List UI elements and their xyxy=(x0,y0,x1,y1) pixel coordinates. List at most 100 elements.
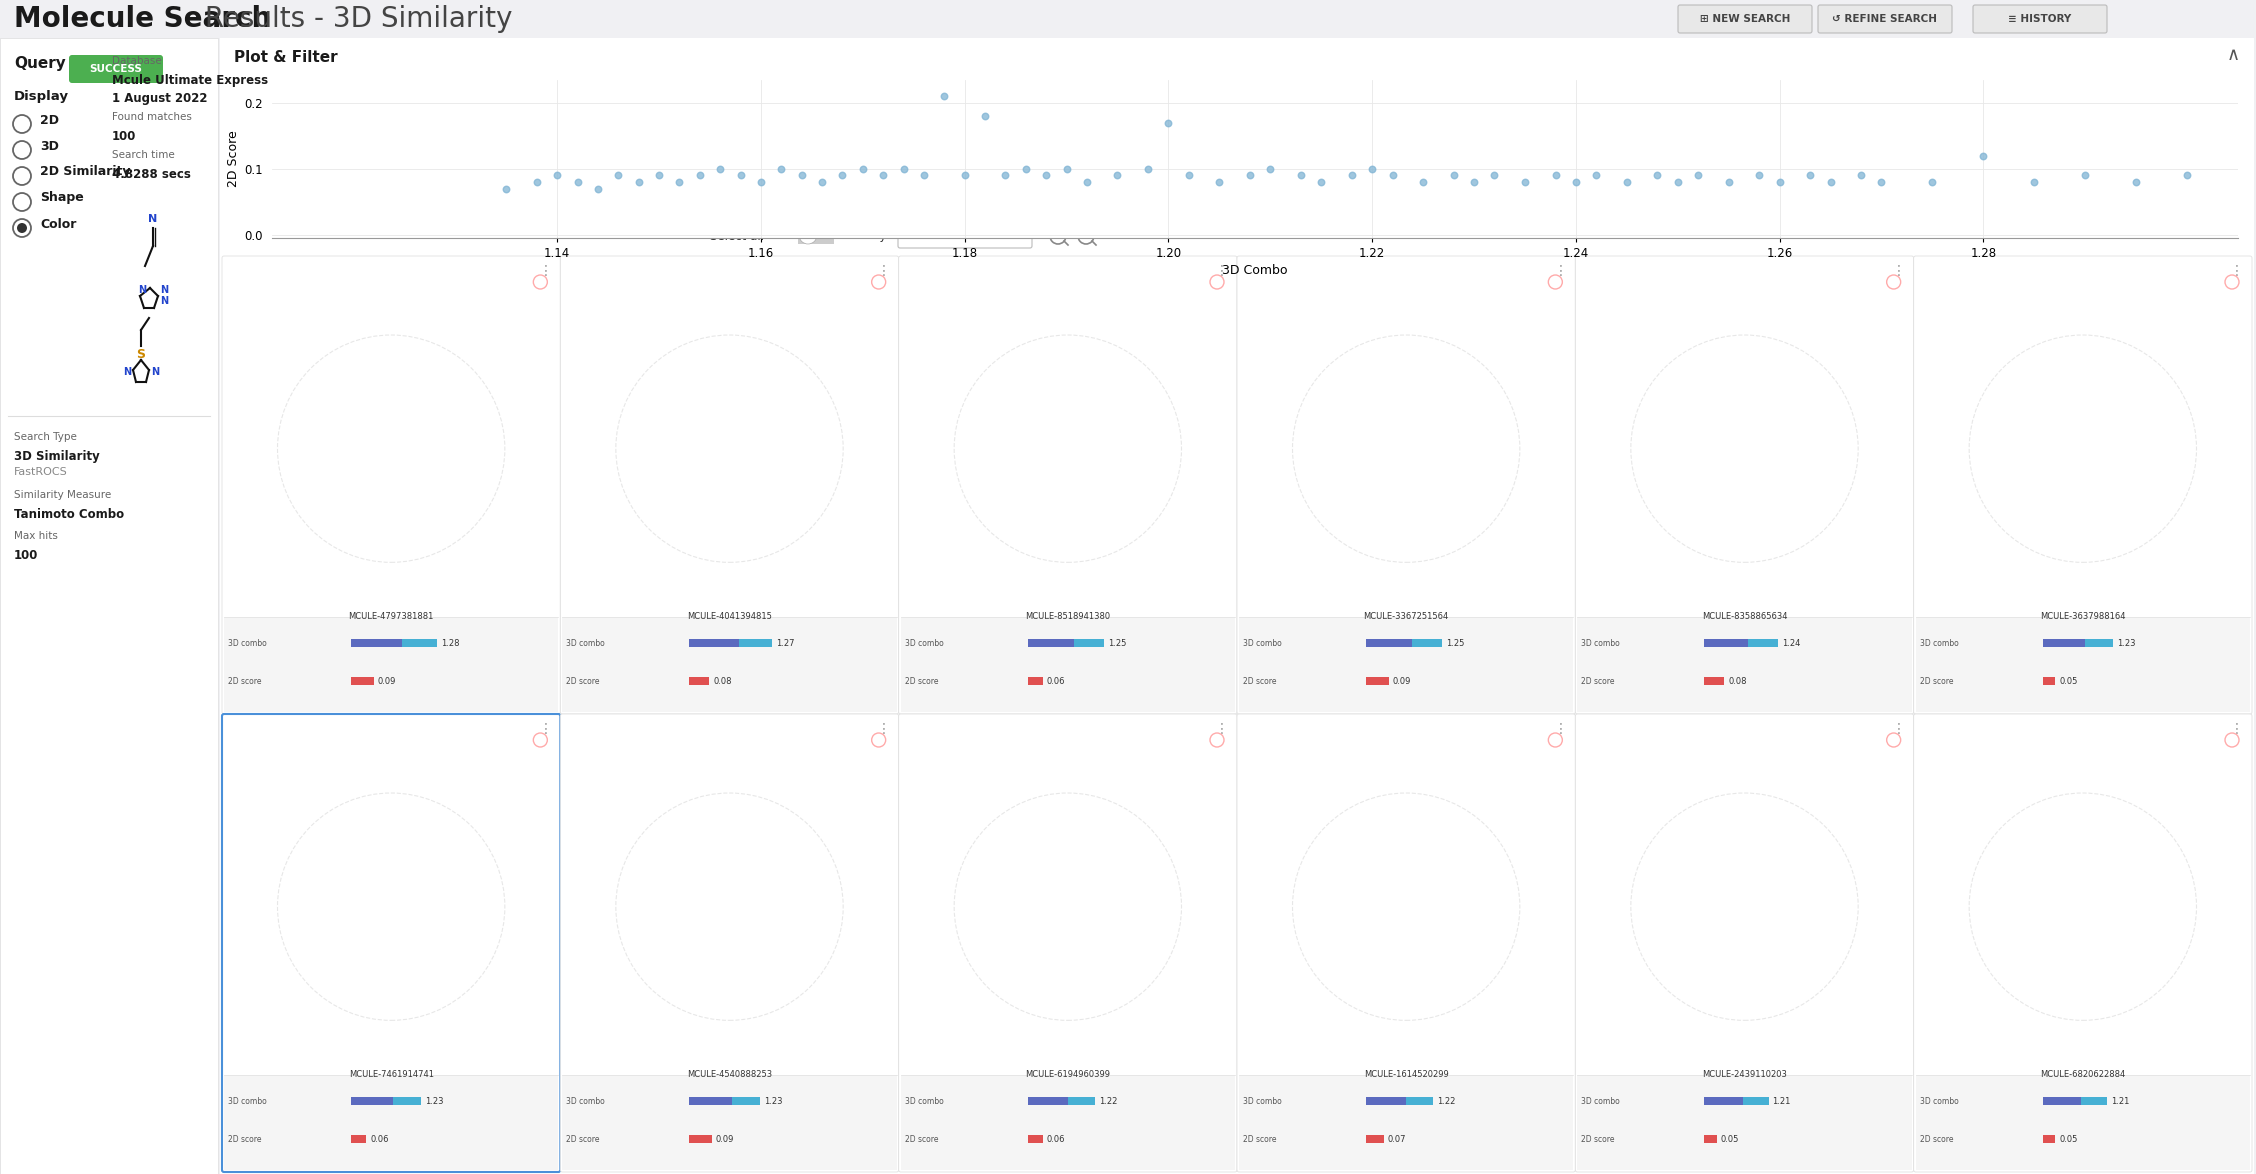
Text: 100: 100 xyxy=(113,130,135,143)
Text: 3D combo: 3D combo xyxy=(228,639,266,648)
Bar xyxy=(1577,1074,1911,1170)
Text: 3D Similarity: 3D Similarity xyxy=(14,450,99,463)
Text: N: N xyxy=(124,367,131,377)
Text: 3D combo: 3D combo xyxy=(1920,639,1958,648)
Bar xyxy=(2042,677,2055,686)
Point xyxy=(783,166,819,184)
Point xyxy=(1742,166,1778,184)
Point xyxy=(1812,173,1848,191)
Bar xyxy=(690,640,740,647)
Bar xyxy=(1367,1098,1405,1106)
Text: 2D Similarity: 2D Similarity xyxy=(41,166,131,178)
Bar xyxy=(1703,640,1748,647)
Text: 0.05: 0.05 xyxy=(2060,1135,2078,1143)
Text: ⋮: ⋮ xyxy=(1554,722,1568,736)
Point xyxy=(1354,160,1390,178)
Point xyxy=(1536,166,1572,184)
Text: 3D combo: 3D combo xyxy=(1243,1097,1281,1106)
Point xyxy=(1681,166,1717,184)
Text: S: S xyxy=(138,348,144,360)
Text: 2D score: 2D score xyxy=(905,1135,938,1143)
Text: 1.25: 1.25 xyxy=(1108,639,1126,648)
Point xyxy=(2118,173,2154,191)
Bar xyxy=(1405,1098,1433,1106)
Circle shape xyxy=(799,227,817,244)
Text: MCULE-3367251564: MCULE-3367251564 xyxy=(1363,612,1448,621)
Point xyxy=(1915,173,1951,191)
Circle shape xyxy=(14,115,32,133)
Point xyxy=(641,166,677,184)
Point xyxy=(1455,173,1491,191)
Bar xyxy=(1029,1135,1042,1143)
Text: MCULE-8518941380: MCULE-8518941380 xyxy=(1024,612,1110,621)
FancyBboxPatch shape xyxy=(1913,256,2251,714)
Text: 2D score: 2D score xyxy=(228,1135,262,1143)
Bar xyxy=(690,1098,731,1106)
Text: ⋮: ⋮ xyxy=(1893,264,1906,278)
Text: Tanimoto Combo: Tanimoto Combo xyxy=(911,230,999,239)
FancyBboxPatch shape xyxy=(559,714,898,1172)
Point xyxy=(539,166,575,184)
Text: 2D score: 2D score xyxy=(1581,1135,1615,1143)
Point xyxy=(1475,166,1512,184)
Text: Database: Database xyxy=(113,56,162,66)
Point xyxy=(1843,166,1879,184)
Point xyxy=(702,160,738,178)
Point xyxy=(1710,173,1746,191)
Point xyxy=(620,173,656,191)
Text: Display: Display xyxy=(14,90,70,103)
Text: N: N xyxy=(160,285,169,295)
Text: Shape: Shape xyxy=(41,191,83,204)
Text: 1.22: 1.22 xyxy=(1437,1097,1455,1106)
Point xyxy=(1762,173,1798,191)
Text: 1.24: 1.24 xyxy=(1782,639,1800,648)
Text: MCULE-7461914741: MCULE-7461914741 xyxy=(350,1071,433,1079)
Point xyxy=(1304,173,1340,191)
Text: ⋮: ⋮ xyxy=(539,264,553,278)
Text: Found matches: Found matches xyxy=(113,112,192,122)
Y-axis label: 2D Score: 2D Score xyxy=(228,130,239,188)
Point xyxy=(1863,173,1900,191)
Point xyxy=(1640,166,1676,184)
Point xyxy=(1049,160,1085,178)
FancyBboxPatch shape xyxy=(1974,5,2107,33)
Text: 2D score: 2D score xyxy=(905,677,938,686)
Text: Query: Query xyxy=(14,56,65,70)
FancyBboxPatch shape xyxy=(1575,714,1913,1172)
FancyBboxPatch shape xyxy=(1678,5,1812,33)
Point xyxy=(1151,114,1187,133)
Bar xyxy=(1239,616,1572,711)
Bar xyxy=(1367,1135,1383,1143)
Bar xyxy=(2042,1135,2055,1143)
Bar xyxy=(740,640,772,647)
Text: 3D combo: 3D combo xyxy=(1243,639,1281,648)
Bar xyxy=(562,616,896,711)
Bar xyxy=(900,1074,1234,1170)
Bar xyxy=(731,1098,760,1106)
Text: 0.05: 0.05 xyxy=(1721,1135,1739,1143)
Point xyxy=(2168,166,2204,184)
Bar xyxy=(2042,1098,2082,1106)
Text: ⋮: ⋮ xyxy=(1893,722,1906,736)
Text: 0.09: 0.09 xyxy=(377,677,395,686)
Point xyxy=(2066,166,2103,184)
Text: N: N xyxy=(138,285,147,295)
Bar xyxy=(1074,640,1103,647)
FancyBboxPatch shape xyxy=(1913,714,2251,1172)
Point xyxy=(1507,173,1543,191)
Point xyxy=(1405,173,1442,191)
Text: Mcule Ultimate Express: Mcule Ultimate Express xyxy=(113,74,268,87)
Text: 0.08: 0.08 xyxy=(1728,677,1746,686)
FancyBboxPatch shape xyxy=(1818,5,1951,33)
Text: 2D score: 2D score xyxy=(1243,1135,1277,1143)
Text: Sort by: Sort by xyxy=(844,229,887,243)
Point xyxy=(1029,166,1065,184)
Point xyxy=(681,166,717,184)
FancyBboxPatch shape xyxy=(898,256,1236,714)
FancyBboxPatch shape xyxy=(898,714,1236,1172)
Text: 3D combo: 3D combo xyxy=(905,639,943,648)
Point xyxy=(580,180,616,198)
Point xyxy=(1579,166,1615,184)
Bar xyxy=(1367,677,1387,686)
Text: Max hits: Max hits xyxy=(14,531,59,541)
